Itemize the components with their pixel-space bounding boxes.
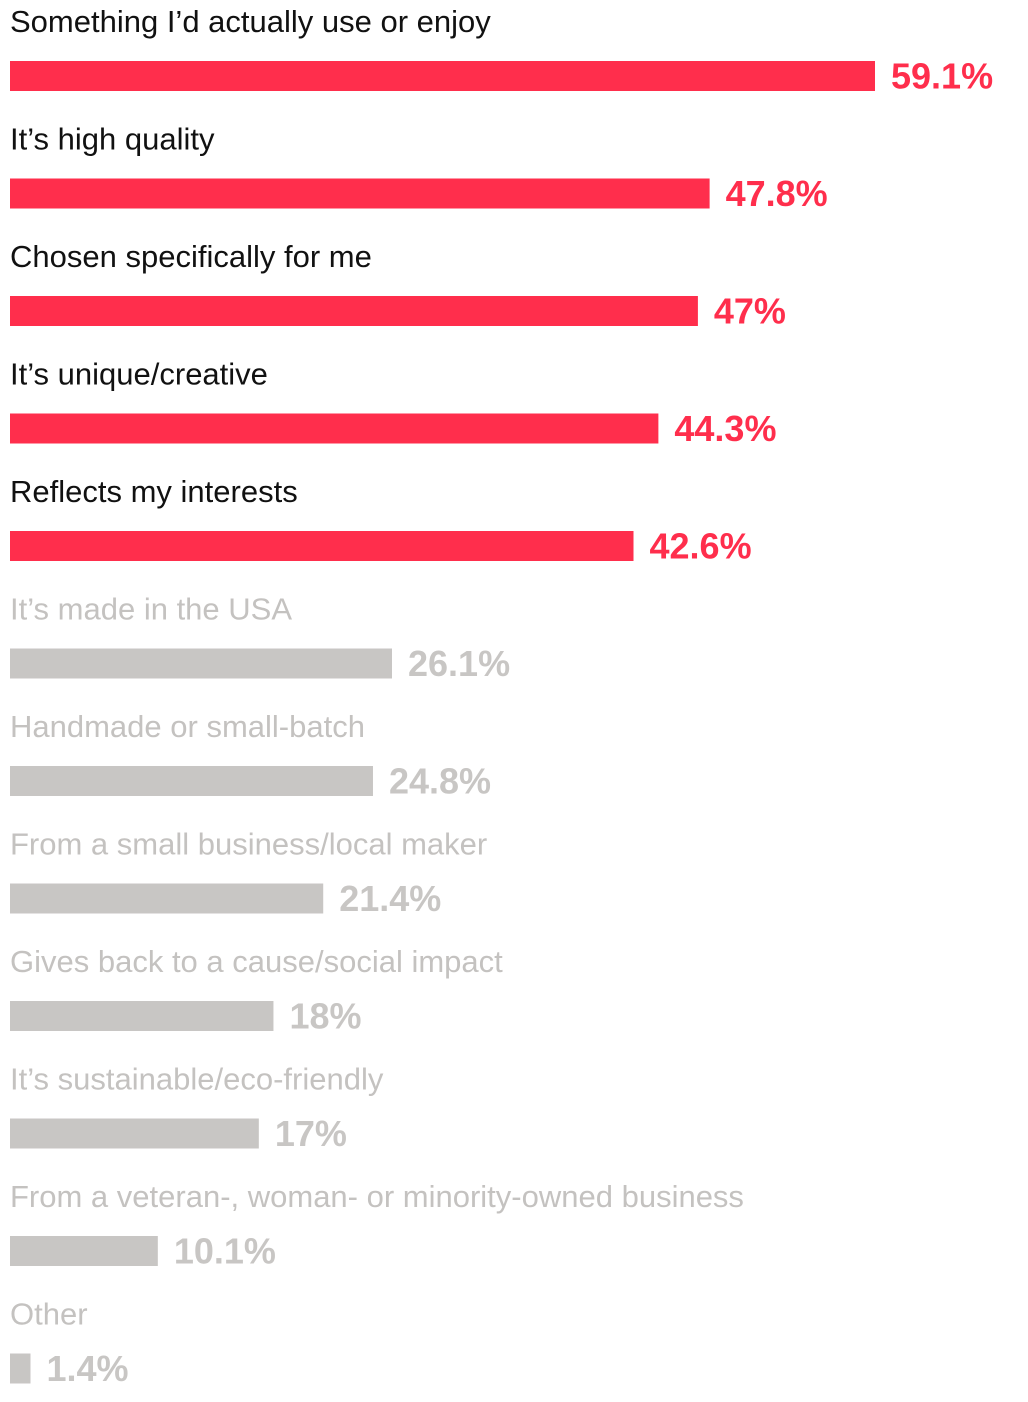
- value-label: 17%: [275, 1113, 347, 1154]
- bar: [10, 766, 373, 796]
- category-label: It’s sustainable/eco-friendly: [10, 1062, 384, 1097]
- value-label: 47%: [714, 291, 786, 332]
- value-label: 24.8%: [389, 761, 491, 802]
- category-label: Reflects my interests: [10, 474, 298, 509]
- bar: [10, 531, 634, 561]
- bar: [10, 648, 393, 679]
- category-label: It’s high quality: [10, 122, 215, 157]
- category-label: It’s made in the USA: [10, 592, 292, 627]
- category-label: Chosen specifically for me: [10, 239, 372, 274]
- category-label: From a veteran-, woman- or minority-owne…: [10, 1179, 744, 1214]
- category-label: Other: [10, 1297, 88, 1332]
- category-label: From a small business/local maker: [10, 827, 487, 862]
- value-label: 47.8%: [726, 173, 828, 214]
- value-label: 26.1%: [408, 643, 510, 684]
- value-label: 21.4%: [339, 878, 441, 919]
- value-label: 1.4%: [46, 1348, 128, 1389]
- category-label: Handmade or small-batch: [10, 709, 365, 744]
- bar: [10, 1236, 158, 1266]
- category-label: Something I’d actually use or enjoy: [10, 4, 491, 39]
- bar: [10, 1118, 259, 1149]
- category-label: Gives back to a cause/social impact: [10, 944, 503, 979]
- bar: [10, 1001, 274, 1031]
- bar: [10, 178, 710, 209]
- bar: [10, 413, 659, 444]
- category-label: It’s unique/creative: [10, 357, 268, 392]
- value-label: 59.1%: [891, 56, 993, 97]
- value-label: 44.3%: [674, 408, 776, 449]
- value-label: 18%: [289, 996, 361, 1037]
- value-label: 42.6%: [650, 526, 752, 567]
- bar: [10, 61, 875, 91]
- value-label: 10.1%: [174, 1231, 276, 1272]
- bar: [10, 296, 698, 326]
- bar: [10, 1353, 31, 1384]
- bar: [10, 883, 324, 914]
